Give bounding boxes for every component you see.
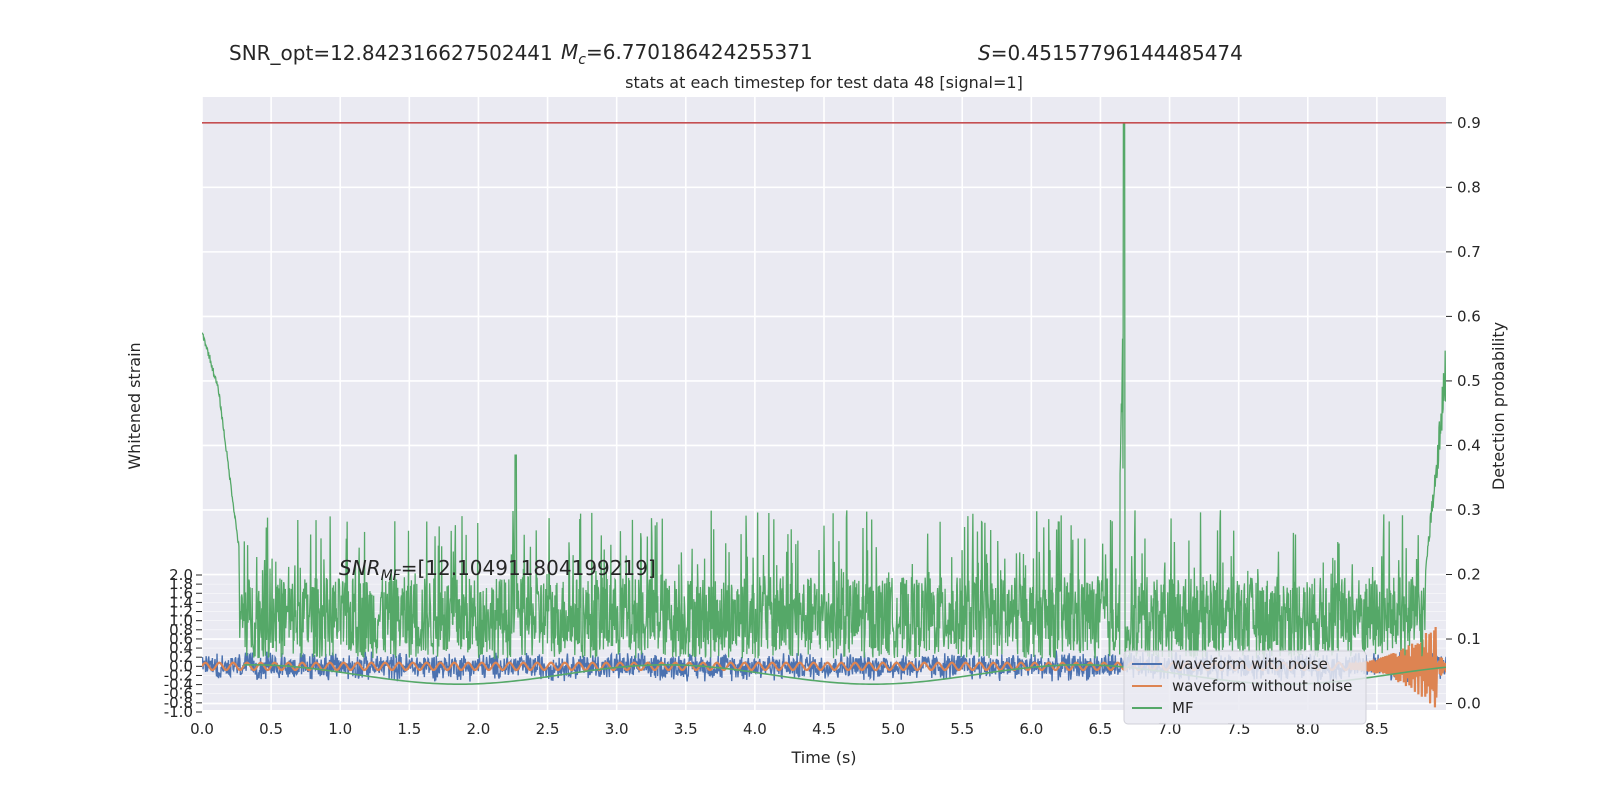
x-tick-label: 8.5 <box>1365 720 1389 738</box>
snr-mf-value: =[12.104911804199219] <box>401 556 656 580</box>
y-left-tick-label: -1.0 <box>164 703 193 721</box>
right-axis: 0.0 0.1 0.2 0.3 0.4 0.5 0.6 0.7 0.8 0.9 <box>1446 114 1481 713</box>
x-axis-label: Time (s) <box>790 748 856 767</box>
legend-label-clean: waveform without noise <box>1172 677 1352 695</box>
header-s-value: =0.45157796144485474 <box>991 41 1243 65</box>
y-right-tick-label: 0.4 <box>1457 436 1481 454</box>
legend-label-mf: MF <box>1172 699 1194 717</box>
y-left-tick-label: 1.4 <box>169 593 193 611</box>
x-tick-label: 6.0 <box>1019 720 1043 738</box>
snr-mf-symbol: SNR <box>339 556 381 580</box>
y-left-tick-label: 1.0 <box>169 612 193 630</box>
right-axis-label: Detection probability <box>1489 322 1508 490</box>
y-left-tick-label: 1.6 <box>169 584 193 602</box>
chart-title: stats at each timestep for test data 48 … <box>625 73 1023 92</box>
y-left-tick-label: 0.8 <box>169 621 193 639</box>
y-left-tick-label: 0.6 <box>169 630 193 648</box>
y-right-tick-label: 0.1 <box>1457 630 1481 648</box>
y-left-tick-label: -0.8 <box>164 694 193 712</box>
y-left-tick-label: 0.4 <box>169 639 193 657</box>
snr-mf-annotation: SNRMF=[12.104911804199219] <box>339 556 656 584</box>
y-left-tick-label: -0.4 <box>164 676 193 694</box>
y-left-tick-label: 1.2 <box>169 603 193 621</box>
y-right-tick-label: 0.8 <box>1457 178 1481 196</box>
y-right-tick-label: 0.3 <box>1457 501 1481 519</box>
header-s-symbol: S <box>978 41 991 65</box>
y-left-tick-label: -0.6 <box>164 685 193 703</box>
x-tick-label: 0.0 <box>190 720 214 738</box>
y-left-tick-label: 2.0 <box>169 566 193 584</box>
header-mc: Mc=6.770186424255371 <box>561 40 813 68</box>
y-left-tick-label: 1.8 <box>169 575 193 593</box>
x-tick-label: 2.0 <box>467 720 491 738</box>
y-left-tick-label: -0.2 <box>164 666 193 684</box>
header-mc-sub: c <box>578 52 586 68</box>
x-tick-label: 2.5 <box>536 720 560 738</box>
legend: waveform with noise waveform without noi… <box>1123 650 1367 725</box>
header-mc-symbol: M <box>561 40 578 64</box>
y-right-tick-label: 0.2 <box>1457 565 1481 583</box>
y-right-tick-label: 0.9 <box>1457 114 1481 132</box>
y-right-tick-label: 0.6 <box>1457 307 1481 325</box>
legend-box <box>1123 650 1367 725</box>
x-tick-label: 4.5 <box>812 720 836 738</box>
x-tick-label: 0.5 <box>259 720 283 738</box>
snr-mf-sub: MF <box>381 568 402 584</box>
x-tick-label: 4.0 <box>743 720 767 738</box>
x-tick-label: 6.5 <box>1089 720 1113 738</box>
x-tick-label: 5.0 <box>881 720 905 738</box>
y-right-tick-label: 0.0 <box>1457 695 1481 713</box>
series-mf <box>202 122 1446 660</box>
left-axis-label: Whitened strain <box>125 342 144 469</box>
y-left-tick-label: 0.0 <box>169 657 193 675</box>
legend-label-noise: waveform with noise <box>1172 655 1328 673</box>
x-tick-label: 1.0 <box>328 720 352 738</box>
x-tick-label: 3.5 <box>674 720 698 738</box>
header-s: S=0.45157796144485474 <box>978 41 1243 65</box>
y-left-tick-label: 0.2 <box>169 648 193 666</box>
y-right-tick-label: 0.5 <box>1457 372 1481 390</box>
x-tick-label: 3.0 <box>605 720 629 738</box>
header-mc-value: =6.770186424255371 <box>586 40 813 64</box>
x-tick-label: 1.5 <box>397 720 421 738</box>
y-right-tick-label: 0.7 <box>1457 243 1481 261</box>
x-tick-label: 5.5 <box>950 720 974 738</box>
header-snr-opt: SNR_opt=12.842316627502441 <box>229 41 553 65</box>
